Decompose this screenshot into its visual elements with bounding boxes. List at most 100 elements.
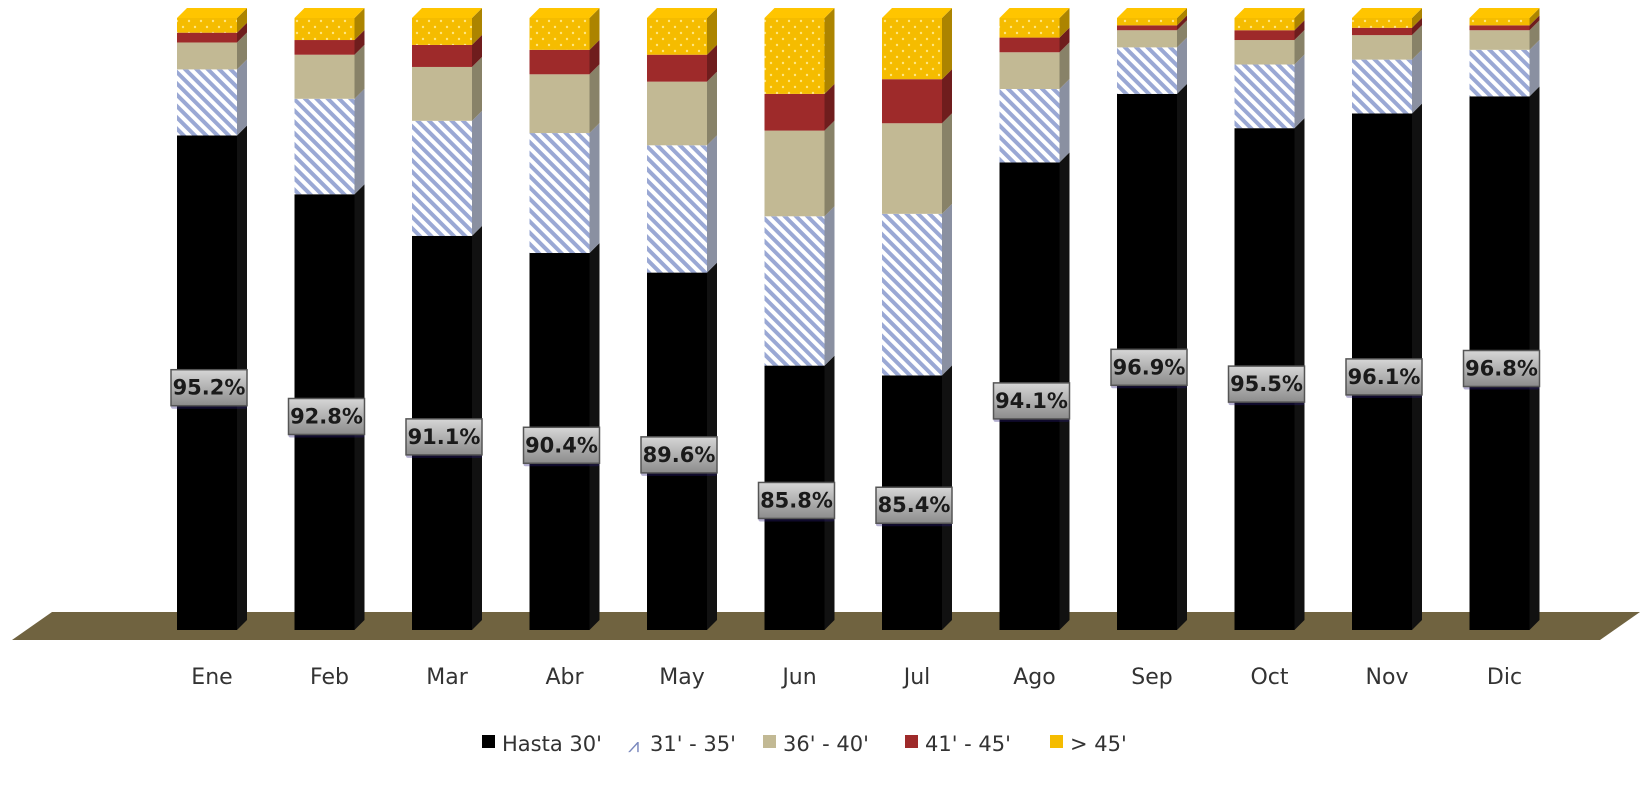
segment-ene-2 [177, 32, 247, 70]
legend-swatch [763, 735, 776, 748]
x-tick-jun: Jun [780, 665, 816, 690]
data-label-may: 89.6% [640, 436, 718, 476]
x-tick-feb: Feb [310, 665, 349, 690]
data-label-jun: 85.8% [757, 481, 836, 522]
segment-jun-3 [764, 83, 835, 131]
x-tick-ene: Ene [191, 665, 232, 690]
data-label-text: 94.1% [995, 389, 1068, 413]
legend-swatch [482, 735, 495, 748]
segment-sep-4 [1117, 8, 1187, 26]
x-tick-nov: Nov [1366, 665, 1409, 690]
segment-ago-1 [999, 78, 1070, 163]
legend-item-2: 36' - 40' [763, 732, 869, 756]
segment-ene-4 [177, 8, 247, 33]
data-label-nov: 96.1% [1345, 358, 1423, 398]
segment-abr-3 [529, 39, 600, 75]
bar-feb [294, 8, 365, 631]
legend-label: 31' - 35' [650, 732, 736, 756]
segment-jul-2 [882, 113, 952, 214]
data-label-text: 85.4% [878, 493, 951, 517]
segment-ago-4 [999, 8, 1070, 38]
legend-item-1: ⩘ 31' - 35' [628, 732, 736, 757]
data-label-oct: 95.5% [1227, 365, 1306, 406]
legend-item-0: Hasta 30' [482, 732, 602, 756]
data-label-ene: 95.2% [170, 368, 248, 409]
legend-label: > 45' [1070, 732, 1127, 756]
segment-feb-3 [294, 30, 365, 55]
data-label-jul: 85.4% [875, 486, 953, 527]
segment-abr-1 [529, 123, 600, 254]
segment-dic-2 [1469, 20, 1540, 50]
segment-mar-4 [412, 8, 482, 45]
segment-jul-4 [882, 8, 952, 80]
segment-abr-4 [529, 8, 600, 50]
segment-may-3 [647, 44, 717, 82]
segment-mar-2 [412, 56, 482, 121]
data-label-feb: 92.8% [287, 397, 366, 438]
legend-label: 41' - 45' [925, 732, 1011, 756]
segment-oct-3 [1234, 20, 1305, 41]
data-labels-layer: 95.2% 92.8% 91.1% 90.4% 89.6% 85.8% 85.4% 94.1%… [170, 348, 1541, 527]
bar-nov [1352, 8, 1422, 631]
segment-ene-1 [177, 59, 247, 136]
bars-layer [177, 8, 1540, 631]
legend-item-4: > 45' [1050, 732, 1127, 756]
data-label-text: 96.8% [1465, 357, 1538, 381]
legend-item-3: 41' - 45' [905, 732, 1011, 756]
segment-feb-2 [294, 44, 365, 99]
bar-mar [412, 8, 482, 630]
bar-may [647, 8, 717, 630]
bar-ago [999, 8, 1070, 630]
x-tick-ago: Ago [1013, 665, 1055, 690]
segment-nov-2 [1352, 25, 1422, 60]
segment-jun-2 [764, 120, 835, 217]
legend-label: Hasta 30' [502, 732, 602, 756]
segment-jul-1 [882, 203, 952, 376]
segment-dic-3 [1469, 15, 1540, 31]
x-tick-may: May [659, 665, 704, 690]
segment-oct-1 [1234, 54, 1305, 129]
segment-nov-3 [1352, 17, 1422, 36]
segment-jun-4 [764, 8, 835, 94]
segment-sep-3 [1117, 15, 1187, 31]
segment-sep-2 [1117, 20, 1187, 48]
legend: Hasta 30' ⩘ 31' - 35' 36' - 40' 41' - 45' > 4… [482, 732, 1127, 757]
data-label-text: 95.2% [173, 376, 246, 400]
data-label-text: 85.8% [760, 488, 833, 512]
data-label-text: 90.4% [525, 433, 598, 457]
segment-may-1 [647, 135, 717, 273]
x-tick-dic: Dic [1487, 665, 1522, 690]
segment-jul-3 [882, 69, 952, 124]
x-axis-ticks: Ene Feb Mar Abr May Jun Jul Ago Sep Oct Nov Dic [191, 665, 1522, 690]
bar-sep [1117, 8, 1187, 630]
data-label-text: 96.1% [1348, 365, 1421, 389]
data-label-sep: 96.9% [1110, 348, 1188, 389]
bar-dic [1469, 8, 1540, 630]
x-tick-jul: Jul [902, 665, 931, 690]
segment-oct-4 [1234, 8, 1305, 31]
bar-abr [529, 8, 600, 630]
legend-swatch [905, 735, 918, 748]
bar-jun [764, 8, 835, 630]
legend-swatch: ⩘ [628, 733, 639, 757]
legend-swatch [1050, 735, 1063, 748]
segment-mar-3 [412, 34, 482, 67]
segment-may-4 [647, 8, 717, 55]
segment-may-2 [647, 71, 717, 146]
segment-feb-1 [294, 88, 365, 195]
segment-dic-4 [1469, 8, 1540, 26]
x-tick-mar: Mar [426, 665, 468, 690]
segment-jun-1 [764, 206, 835, 366]
data-label-text: 91.1% [408, 425, 481, 449]
segment-sep-1 [1117, 37, 1187, 94]
x-tick-oct: Oct [1250, 665, 1288, 690]
segment-ago-2 [999, 42, 1070, 89]
segment-dic-1 [1469, 39, 1540, 97]
segment-nov-1 [1352, 49, 1422, 114]
data-label-dic: 96.8% [1462, 349, 1541, 390]
segment-nov-4 [1352, 8, 1422, 28]
data-label-ago: 94.1% [992, 382, 1071, 422]
data-label-text: 92.8% [290, 404, 363, 428]
x-tick-sep: Sep [1131, 665, 1172, 690]
